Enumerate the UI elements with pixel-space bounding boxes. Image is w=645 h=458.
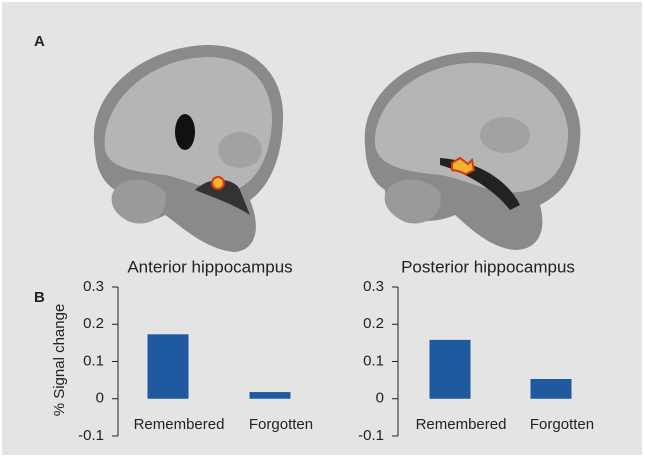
y-tick-label: 0.3 [363,278,384,295]
x-tick-label: Forgotten [249,416,313,433]
bar [148,334,189,398]
y-tick-label: 0.2 [363,315,384,332]
panel-label: B [34,289,45,306]
image-caption: Posterior hippocampus [401,257,575,276]
y-tick-label: -0.1 [358,427,384,444]
image-caption: Anterior hippocampus [127,257,292,276]
y-tick-label: 0.3 [83,278,104,295]
bar [430,340,471,399]
y-tick-label: 0.2 [83,315,104,332]
panel-label: A [34,33,45,50]
y-tick-label: 0 [96,390,104,407]
y-tick-label: 0 [376,390,384,407]
x-tick-label: Forgotten [530,416,594,433]
bar [531,379,572,399]
y-tick-label: 0.1 [83,352,104,369]
figure: A B Anterior hippocampus Posterior hippo… [0,0,645,458]
y-tick-label: -0.1 [78,427,104,444]
x-tick-label: Remembered [416,416,507,433]
bar [250,392,291,399]
y-axis-label: % Signal change [51,304,68,417]
x-tick-label: Remembered [134,416,225,433]
y-tick-label: 0.1 [363,352,384,369]
